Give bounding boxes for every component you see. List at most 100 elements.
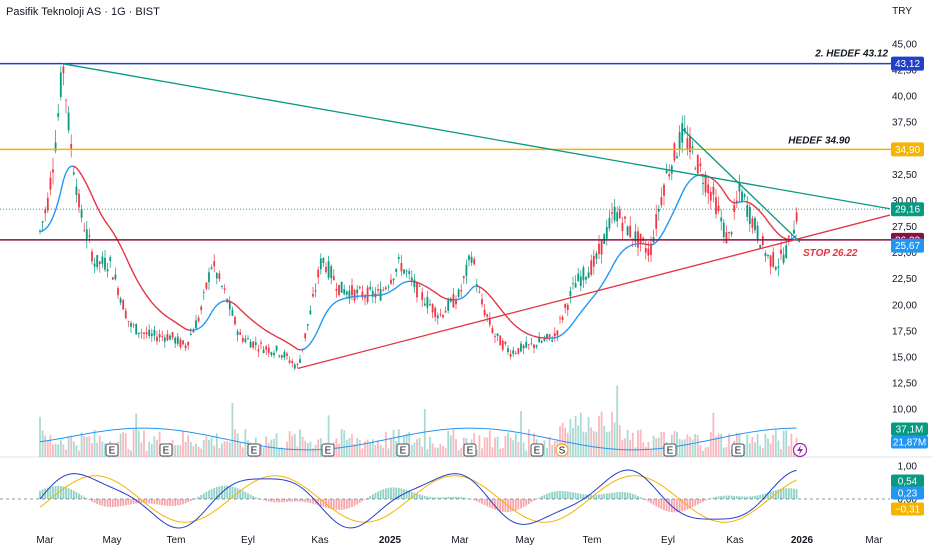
- volume-bar: [611, 411, 613, 457]
- event-marker[interactable]: E: [530, 443, 544, 457]
- candle-body: [83, 230, 86, 232]
- oscillator-histogram-bar: [299, 499, 301, 502]
- event-marker[interactable]: E: [247, 443, 261, 457]
- event-marker[interactable]: E: [396, 443, 410, 457]
- candle-body: [735, 200, 738, 203]
- event-marker-label: E: [534, 446, 541, 457]
- volume-bar: [590, 427, 593, 457]
- x-tick-label: 2026: [791, 535, 814, 546]
- oscillator-histogram-bar: [772, 490, 775, 499]
- volume-bar: [122, 432, 125, 457]
- volume-bar: [707, 447, 710, 457]
- candle-body: [75, 186, 78, 196]
- event-marker[interactable]: E: [159, 443, 173, 457]
- candle-body: [395, 268, 398, 272]
- oscillator-histogram-bar: [486, 499, 489, 507]
- candle-body: [777, 266, 780, 268]
- moving-average-segment: [68, 165, 72, 169]
- oscillator-histogram-bar: [397, 487, 400, 499]
- candle-body: [59, 72, 62, 97]
- x-tick-label: Kas: [726, 535, 743, 546]
- moving-average-segment: [673, 204, 678, 211]
- candle-body: [533, 344, 535, 349]
- event-marker[interactable]: E: [663, 443, 677, 457]
- oscillator-histogram-bar: [475, 499, 478, 502]
- price-tag-box: [891, 202, 924, 217]
- event-marker[interactable]: E: [731, 443, 745, 457]
- moving-average-segment: [468, 288, 473, 293]
- oscillator-histogram-bar: [626, 492, 629, 499]
- candle-body: [561, 316, 564, 320]
- oscillator-histogram-bar: [244, 491, 247, 499]
- moving-average-segment: [736, 201, 740, 204]
- candle-body: [91, 251, 93, 262]
- candle-body: [702, 182, 704, 185]
- oscillator-histogram-bar: [262, 499, 265, 501]
- volume-bar: [104, 443, 106, 457]
- candle-body: [764, 253, 767, 257]
- volume-bar: [374, 445, 377, 457]
- moving-average-segment: [273, 334, 277, 338]
- volume-bar: [782, 430, 785, 457]
- oscillator-histogram-bar: [156, 499, 158, 505]
- event-marker[interactable]: E: [463, 443, 477, 457]
- volume-bar: [756, 433, 759, 457]
- osc-tick-label: 0,00: [898, 495, 918, 506]
- event-marker-label: S: [559, 446, 566, 457]
- volume-bar: [200, 448, 203, 457]
- moving-average-segment: [658, 235, 662, 240]
- x-tick-label: Eyl: [661, 535, 675, 546]
- candle-body: [179, 339, 182, 348]
- oscillator-histogram-bar: [278, 499, 281, 503]
- event-marker[interactable]: E: [105, 443, 119, 457]
- oscillator-histogram-bar: [143, 499, 145, 504]
- oscillator-histogram-bar: [499, 499, 502, 512]
- oscillator-histogram-bar: [777, 489, 780, 499]
- oscillator-histogram-bar: [514, 499, 517, 511]
- candle-body: [592, 255, 595, 267]
- volume-bar: [777, 440, 780, 457]
- candle-body: [93, 263, 96, 267]
- moving-average-segment: [232, 302, 236, 306]
- moving-average-segment: [403, 281, 407, 284]
- oscillator-histogram-bar: [340, 499, 343, 510]
- volume-bar: [759, 445, 762, 457]
- volume-bar: [553, 441, 556, 457]
- candle-body: [228, 301, 231, 310]
- moving-average-segment: [140, 287, 145, 292]
- volume-bar: [696, 434, 699, 457]
- oscillator-histogram-bar: [488, 499, 491, 508]
- oscillator-histogram-bar: [637, 495, 639, 499]
- candle-body: [340, 281, 343, 293]
- oscillator-histogram-bar: [296, 499, 299, 502]
- volume-tag: 37,1M: [891, 422, 928, 436]
- oscillator-histogram-bar: [59, 486, 62, 499]
- candle-body: [41, 221, 44, 223]
- oscillator-histogram-bar: [91, 499, 93, 502]
- moving-average-segment: [177, 323, 181, 327]
- volume-bar: [585, 432, 587, 457]
- oscillator-histogram-bar: [457, 496, 460, 499]
- volume-bar: [135, 413, 138, 457]
- candle-body: [234, 316, 236, 325]
- oscillator-histogram-bar: [226, 485, 229, 499]
- oscillator-histogram-bar: [483, 499, 486, 506]
- moving-average-segment: [227, 300, 230, 303]
- candle-body: [733, 205, 736, 213]
- x-tick-label: Tem: [167, 535, 186, 546]
- moving-average-segment: [429, 288, 433, 292]
- volume-bar: [787, 445, 790, 457]
- moving-average-segment: [346, 296, 350, 299]
- oscillator-histogram-bar: [93, 499, 96, 503]
- oscillator-tag-box: [891, 502, 924, 516]
- event-marker[interactable]: S: [555, 443, 569, 457]
- oscillator-histogram-bar: [416, 493, 418, 499]
- moving-average-segment: [281, 338, 285, 342]
- alert-bolt-icon[interactable]: [792, 442, 808, 458]
- event-marker[interactable]: E: [321, 443, 335, 457]
- volume-bar: [397, 429, 400, 457]
- oscillator-histogram-bar: [683, 499, 686, 511]
- oscillator-histogram-bar: [215, 487, 218, 499]
- volume-bar: [488, 430, 491, 457]
